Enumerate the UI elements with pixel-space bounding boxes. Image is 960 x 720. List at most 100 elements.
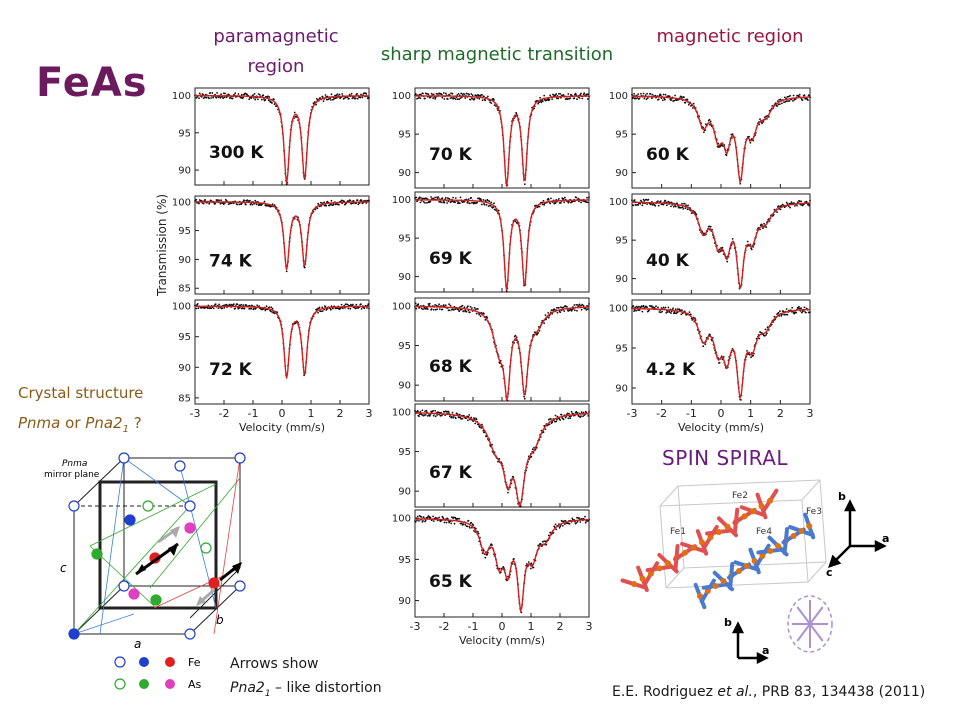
data-point — [428, 302, 431, 305]
data-point — [792, 94, 795, 97]
data-point — [547, 312, 550, 314]
data-point — [564, 523, 566, 525]
data-point — [215, 96, 218, 99]
data-point — [303, 374, 305, 377]
data-point — [360, 200, 363, 202]
data-point — [580, 201, 582, 204]
x-tick-label: 2 — [337, 407, 344, 420]
data-point — [543, 94, 546, 97]
data-point — [555, 420, 558, 423]
y-tick-label: 100 — [392, 407, 411, 418]
header-paramagnetic: paramagnetic region — [213, 26, 339, 77]
data-point — [450, 415, 453, 418]
crystal-structure-diagram: Pnma mirror plane — [44, 452, 246, 691]
data-point — [250, 307, 253, 310]
data-point — [541, 100, 544, 102]
data-point — [764, 328, 767, 331]
data-point — [349, 307, 352, 310]
data-point — [558, 92, 560, 95]
fe2-label: Fe2 — [732, 491, 748, 501]
data-point — [550, 418, 552, 420]
y-tick-label: 95 — [615, 236, 628, 247]
data-point — [335, 94, 338, 97]
data-point — [649, 92, 652, 95]
data-point — [800, 200, 802, 203]
data-point — [587, 93, 590, 96]
data-point — [273, 98, 275, 101]
data-point — [434, 409, 436, 412]
fe-atom — [790, 533, 797, 539]
data-point — [786, 95, 789, 98]
data-point — [330, 308, 332, 311]
data-point — [352, 199, 355, 202]
data-point — [336, 203, 339, 206]
data-point — [242, 304, 245, 307]
data-point — [725, 154, 728, 157]
temperature-label: 65 K — [429, 572, 473, 592]
data-point — [555, 528, 558, 531]
data-point — [356, 97, 359, 100]
data-point — [585, 309, 588, 311]
citation-etal: et al. — [717, 684, 753, 700]
data-point — [429, 413, 432, 416]
data-point — [464, 97, 467, 99]
data-point — [482, 199, 485, 201]
data-point — [800, 307, 802, 310]
data-point — [460, 92, 463, 95]
data-point — [682, 208, 685, 210]
y-tick-label: 90 — [398, 487, 411, 498]
data-point — [471, 97, 473, 100]
data-point — [668, 95, 671, 98]
data-point — [674, 312, 676, 315]
data-point — [349, 199, 352, 202]
fe-atom — [665, 560, 671, 567]
data-point — [573, 304, 576, 306]
y-tick-label: 95 — [615, 130, 628, 141]
data-point — [467, 305, 469, 308]
data-point — [681, 97, 683, 99]
option-pnma: Pnma — [18, 414, 61, 432]
data-point — [348, 97, 350, 100]
data-point — [578, 415, 580, 418]
data-point — [475, 94, 478, 97]
temperature-label: 60 K — [646, 145, 690, 165]
data-point — [477, 530, 479, 533]
data-point — [567, 417, 570, 420]
data-point — [585, 201, 588, 204]
data-point — [436, 308, 438, 311]
data-point — [218, 303, 221, 306]
data-point — [319, 201, 322, 204]
fe-atom — [712, 583, 719, 589]
y-tick-label: 100 — [172, 197, 191, 208]
data-point — [324, 94, 327, 96]
crystal-structure-label: Crystal structure — [18, 384, 144, 402]
data-point — [588, 411, 590, 413]
data-point — [435, 92, 438, 95]
data-point — [220, 93, 223, 96]
data-point — [673, 310, 676, 313]
panel-frame — [194, 87, 370, 186]
data-point — [570, 410, 573, 413]
fe-atom — [724, 523, 731, 530]
data-point — [798, 200, 801, 203]
data-point — [442, 304, 445, 306]
data-point — [543, 322, 546, 324]
data-point — [746, 240, 749, 243]
data-point — [211, 92, 214, 94]
data-point — [807, 99, 809, 101]
arrows-distortion: – like distortion — [275, 680, 382, 696]
x-tick-label: -2 — [219, 407, 230, 420]
data-point — [448, 415, 451, 418]
data-point — [271, 102, 273, 104]
data-point — [567, 93, 570, 95]
data-point — [542, 199, 545, 202]
data-point — [452, 309, 455, 311]
data-point — [454, 517, 457, 520]
data-point — [644, 94, 647, 97]
data-point — [576, 304, 579, 306]
data-point — [350, 92, 353, 95]
data-point — [562, 418, 565, 421]
data-point — [643, 97, 646, 100]
data-point — [210, 307, 213, 310]
data-point — [438, 516, 440, 519]
